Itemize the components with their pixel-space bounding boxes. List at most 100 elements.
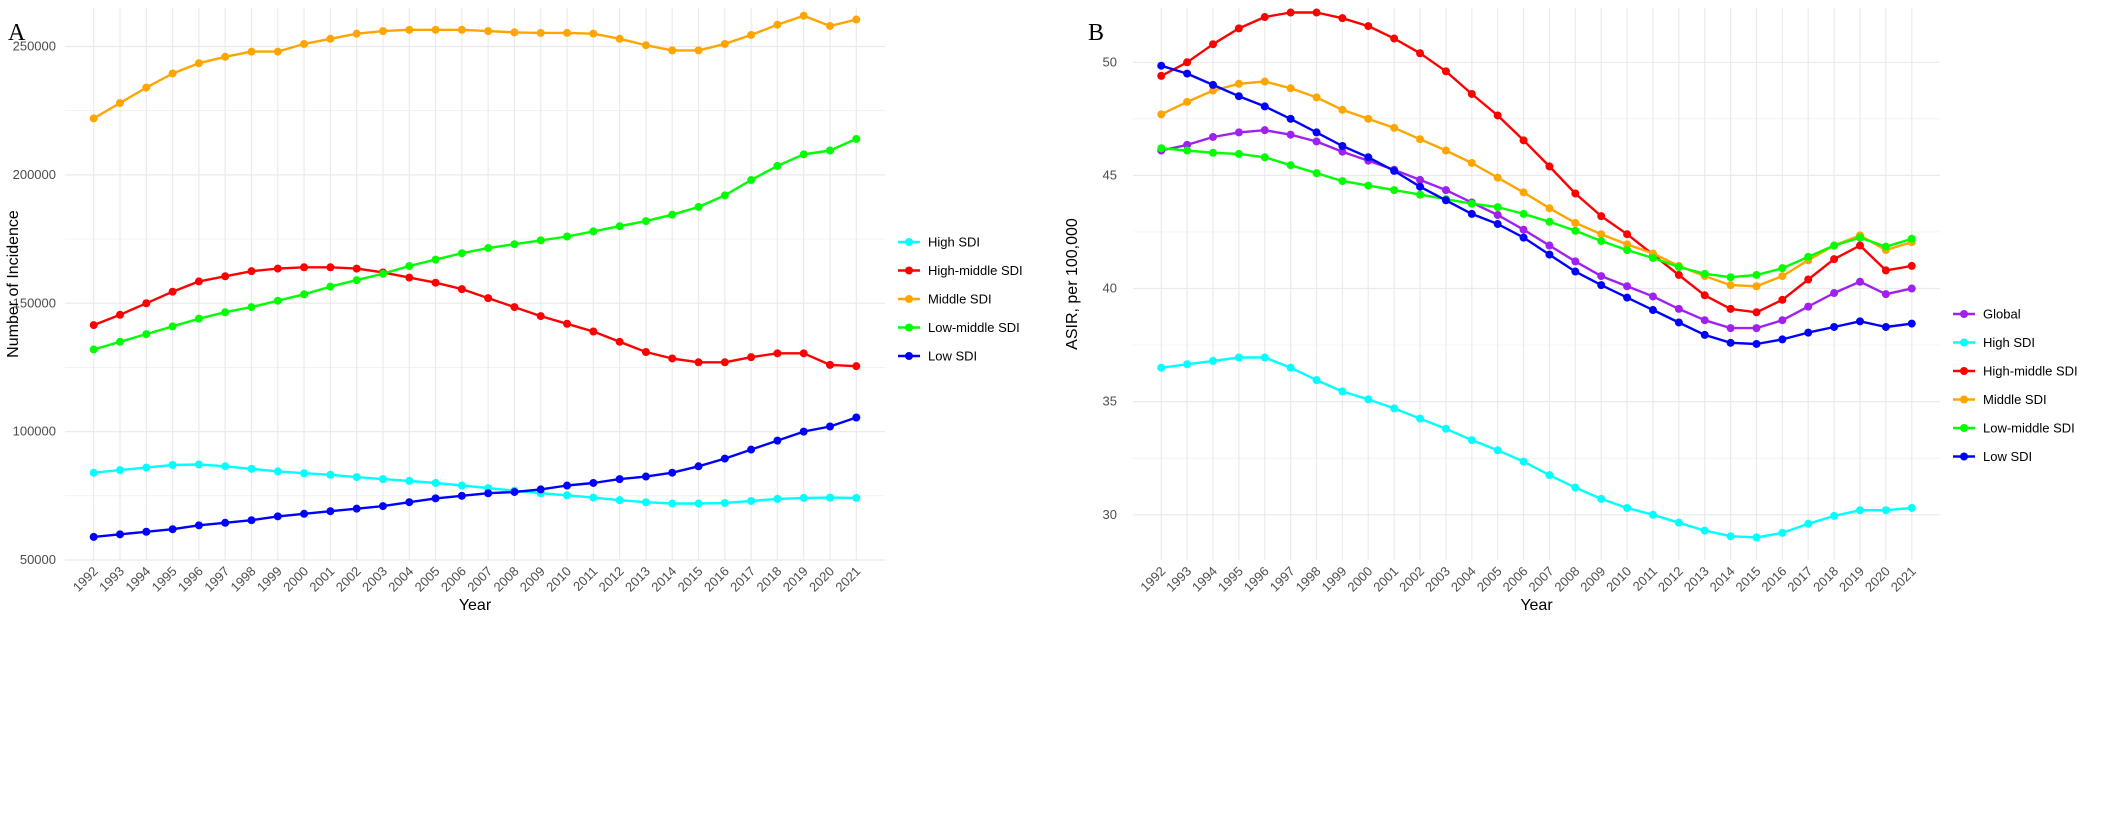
x-tick-label: 2015 [675,564,706,595]
data-point-low-sdi [1804,328,1813,337]
data-point-middle-sdi [142,83,151,92]
x-tick-label: 1994 [1189,564,1220,595]
series-line-high-middle-sdi [1160,11,1913,314]
data-point-high-middle-sdi [1260,13,1269,22]
data-point-middle-sdi [1364,114,1373,123]
data-point-high-sdi [1312,376,1321,385]
data-point-high-middle-sdi [273,264,282,273]
x-tick-label: 2009 [1577,564,1608,595]
data-point-high-middle-sdi [1545,162,1554,171]
x-tick-label: 2007 [464,564,495,595]
data-point-high-middle-sdi [1157,71,1166,80]
y-axis-title: Number of Incidence [5,210,22,358]
data-point-low-sdi [115,530,124,539]
data-point-middle-sdi [457,25,466,34]
x-tick-label: 2011 [1630,564,1660,594]
data-point-global [1183,140,1192,149]
data-point-high-sdi [457,481,466,490]
data-point-high-middle-sdi [668,354,677,363]
data-point-low-sdi [852,413,861,422]
data-point-high-middle-sdi [641,348,650,357]
data-point-low-middle-sdi [1157,144,1166,153]
data-point-high-middle-sdi [89,321,98,330]
data-point-high-middle-sdi [694,358,703,367]
legend-label-high-sdi: High SDI [1983,335,2035,350]
data-point-low-sdi [1597,281,1606,290]
data-point-high-sdi [168,461,177,470]
data-point-high-middle-sdi [1183,58,1192,67]
data-point-middle-sdi [1338,105,1347,114]
y-tick-label: 30 [1103,507,1117,522]
x-tick-label: 1996 [175,564,206,595]
data-point-low-sdi [1467,209,1476,218]
data-point-high-sdi [1597,494,1606,503]
x-tick-label: 2018 [1810,564,1841,595]
data-point-middle-sdi [352,29,361,38]
data-point-middle-sdi [799,11,808,20]
legend-label-middle-sdi: Middle SDI [1983,392,2047,407]
data-point-high-sdi [1338,387,1347,396]
x-tick-label: 1998 [228,564,259,595]
data-point-low-sdi [1441,196,1450,205]
data-point-low-middle-sdi [747,176,756,185]
y-tick-label: 200000 [13,167,56,182]
data-point-low-middle-sdi [852,134,861,143]
data-point-low-sdi [510,487,519,496]
legend-label-high-middle-sdi: High-middle SDI [928,263,1023,278]
x-tick-label: 2017 [727,564,758,595]
legend-key-point-global [1960,310,1968,318]
data-point-low-middle-sdi [694,202,703,211]
legend-label-global: Global [1983,307,2021,322]
data-point-low-sdi [1726,338,1735,347]
data-point-middle-sdi [641,41,650,50]
data-point-high-middle-sdi [194,277,203,286]
data-point-low-middle-sdi [1597,237,1606,246]
data-point-low-sdi [694,462,703,471]
data-point-high-middle-sdi [300,263,309,272]
data-point-middle-sdi [484,27,493,36]
data-point-low-sdi [773,436,782,445]
data-point-middle-sdi [747,30,756,39]
data-point-high-sdi [1545,471,1554,480]
x-tick-label: 2014 [648,564,679,595]
legend-label-low-middle-sdi: Low-middle SDI [1983,421,2075,436]
data-point-low-sdi [457,491,466,500]
data-point-low-middle-sdi [484,244,493,253]
data-point-high-sdi [247,464,256,473]
data-point-middle-sdi [668,46,677,55]
data-point-high-middle-sdi [1234,24,1243,33]
data-point-low-sdi [431,494,440,503]
legend-label-middle-sdi: Middle SDI [928,292,992,307]
legend-key-point-high-middle-sdi [1960,367,1968,375]
data-point-middle-sdi [720,39,729,48]
data-point-middle-sdi [615,34,624,43]
data-point-low-sdi [1416,182,1425,191]
data-point-high-middle-sdi [536,312,545,321]
x-tick-label: 2006 [1500,564,1531,595]
data-point-low-middle-sdi [89,345,98,354]
data-point-low-sdi [1571,267,1580,276]
data-point-low-middle-sdi [1623,246,1632,255]
panel-a: A500001000001500002000002500001992199319… [5,8,1023,614]
data-point-high-sdi [1726,532,1735,541]
data-point-high-sdi [1183,360,1192,369]
x-tick-label: 2019 [1836,564,1867,595]
x-tick-label: 2006 [438,564,469,595]
data-point-high-middle-sdi [457,285,466,294]
data-point-high-middle-sdi [115,310,124,319]
data-point-middle-sdi [589,29,598,38]
x-tick-label: 2002 [1396,564,1427,595]
data-point-high-sdi [1623,503,1632,512]
data-point-middle-sdi [1441,146,1450,155]
data-point-low-sdi [1700,330,1709,339]
data-point-middle-sdi [273,47,282,56]
x-tick-label: 2000 [1344,564,1375,595]
data-point-high-sdi [142,463,151,472]
data-point-low-sdi [1390,166,1399,175]
series-line-low-sdi [93,416,857,539]
data-point-low-sdi [826,422,835,431]
data-point-low-sdi [1364,153,1373,162]
x-tick-label: 2010 [1603,564,1634,595]
data-point-high-sdi [1752,533,1761,542]
data-point-high-middle-sdi [1700,291,1709,300]
